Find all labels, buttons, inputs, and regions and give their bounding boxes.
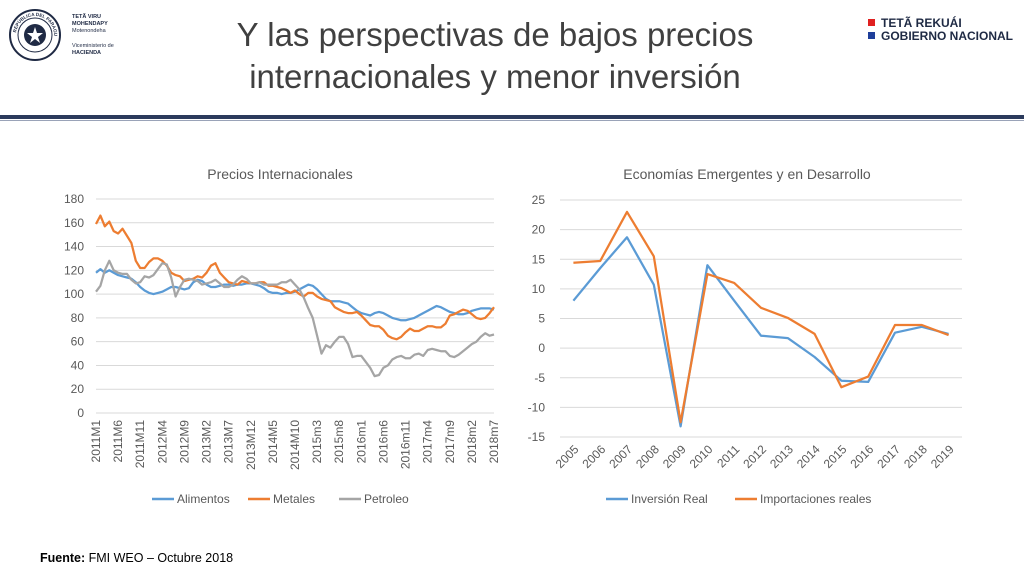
y-tick-label: 100 [64,287,84,301]
x-tick-label: 2013M2 [200,420,214,464]
x-tick-label: 2012M9 [177,420,191,464]
y-tick-label: -5 [534,371,545,385]
x-tick-label: 2011 [714,442,742,470]
ministry-line-5: HACIENDA [72,50,102,56]
legend-label: Importaciones reales [760,492,871,506]
y-tick-label: 180 [64,192,84,206]
ministry-line-1: TETÃ VIRU [72,14,102,20]
y-tick-label: 60 [71,335,85,349]
x-tick-label: 2009 [660,442,689,471]
legend-label: Metales [273,492,315,506]
red-square-icon [868,19,875,26]
x-tick-label: 2014M10 [288,420,302,470]
title-line-1: Y las perspectivas de bajos precios [236,16,754,53]
y-tick-label: 120 [64,263,84,277]
x-tick-label: 2017 [874,442,903,471]
y-tick-label: -15 [528,430,546,444]
x-tick-label: 2011M11 [133,420,147,469]
y-tick-label: 0 [77,406,84,420]
header-divider-thin [0,120,1024,121]
ministry-line-2: MOHENDAPY [72,21,108,27]
x-tick-label: 2010 [687,442,716,471]
legend-item: Inversión Real [606,492,708,506]
series-line [572,236,949,428]
x-tick-label: 2016m1 [354,420,368,464]
x-tick-label: 2011M1 [89,420,103,463]
gov-line-1: TETÃ REKUÁI [868,16,962,30]
y-tick-label: 10 [532,282,546,296]
y-tick-label: 15 [532,252,546,266]
x-tick-label: 2014M5 [266,420,280,464]
y-tick-label: 5 [538,312,545,326]
x-tick-label: 2012 [740,442,769,471]
x-tick-label: 2018m7 [487,420,501,464]
national-seal-icon: REPÚBLICA DEL PARAGUAY [8,8,61,61]
government-logo: TETÃ REKUÁI GOBIERNO NACIONAL [868,16,1018,46]
x-tick-label: 2007 [606,442,635,471]
ministry-name: TETÃ VIRU MOHENDAPY Motenondeha Vicemini… [72,14,136,57]
source-label: Fuente: [40,551,86,565]
x-tick-label: 2016m11 [399,420,413,469]
source-note: Fuente: FMI WEO – Octubre 2018 [40,551,233,565]
chart-2-title: Economías Emergentes y en Desarrollo [623,166,871,182]
x-tick-label: 2015m3 [310,420,324,464]
y-tick-label: -10 [528,400,546,414]
x-tick-label: 2005 [553,442,582,471]
blue-square-icon [868,32,875,39]
gov-line-2: GOBIERNO NACIONAL [868,29,1013,43]
x-tick-label: 2017m4 [421,420,435,464]
y-tick-label: 160 [64,216,84,230]
x-tick-label: 2018m2 [465,420,479,464]
gov-text-1: TETÃ REKUÁI [881,16,962,30]
legend-item: Metales [248,492,315,506]
series-line [573,210,949,424]
legend-label: Inversión Real [631,492,708,506]
x-tick-label: 2013M7 [222,420,236,464]
legend-label: Alimentos [177,492,230,506]
header-divider [0,115,1024,119]
legend-item: Alimentos [152,492,230,506]
ministry-logo: REPÚBLICA DEL PARAGUAY TETÃ VIRU MOHENDA… [8,8,128,64]
x-tick-label: 2019 [928,442,957,471]
x-tick-label: 2008 [633,442,662,471]
series-line-metales [95,214,495,341]
legend-item: Importaciones reales [735,492,871,506]
y-tick-label: 25 [532,193,546,207]
x-tick-label: 2011M6 [111,420,125,463]
x-tick-label: 2006 [580,442,609,471]
title-line-2: internacionales y menor inversión [249,58,741,95]
y-tick-label: 80 [71,311,85,325]
y-tick-label: 0 [538,341,545,355]
x-tick-label: 2016m6 [376,420,390,464]
y-tick-label: 140 [64,240,84,254]
source-text: FMI WEO – Octubre 2018 [85,551,234,565]
ministry-line-3: Motenondeha [72,28,106,34]
y-tick-label: 40 [71,358,85,372]
x-tick-label: 2018 [901,442,930,471]
x-tick-label: 2013M12 [244,420,258,470]
x-tick-label: 2016 [848,442,877,471]
ministry-line-4: Viceministerio de [72,43,114,49]
y-tick-label: 20 [532,223,546,237]
gov-text-2: GOBIERNO NACIONAL [881,29,1013,43]
x-tick-label: 2012M4 [155,420,169,464]
legend-label: Petroleo [364,492,409,506]
legend-item: Petroleo [339,492,409,506]
page-title: Y las perspectivas de bajos precios inte… [180,14,810,98]
chart-1-title: Precios Internacionales [207,166,353,182]
x-tick-label: 2013 [767,442,796,471]
x-tick-label: 2015 [821,442,850,471]
series-line-petroleo [95,259,495,378]
x-tick-label: 2017m9 [443,420,457,464]
x-tick-label: 2015m8 [332,420,346,464]
x-tick-label: 2014 [794,442,823,471]
y-tick-label: 20 [71,382,85,396]
